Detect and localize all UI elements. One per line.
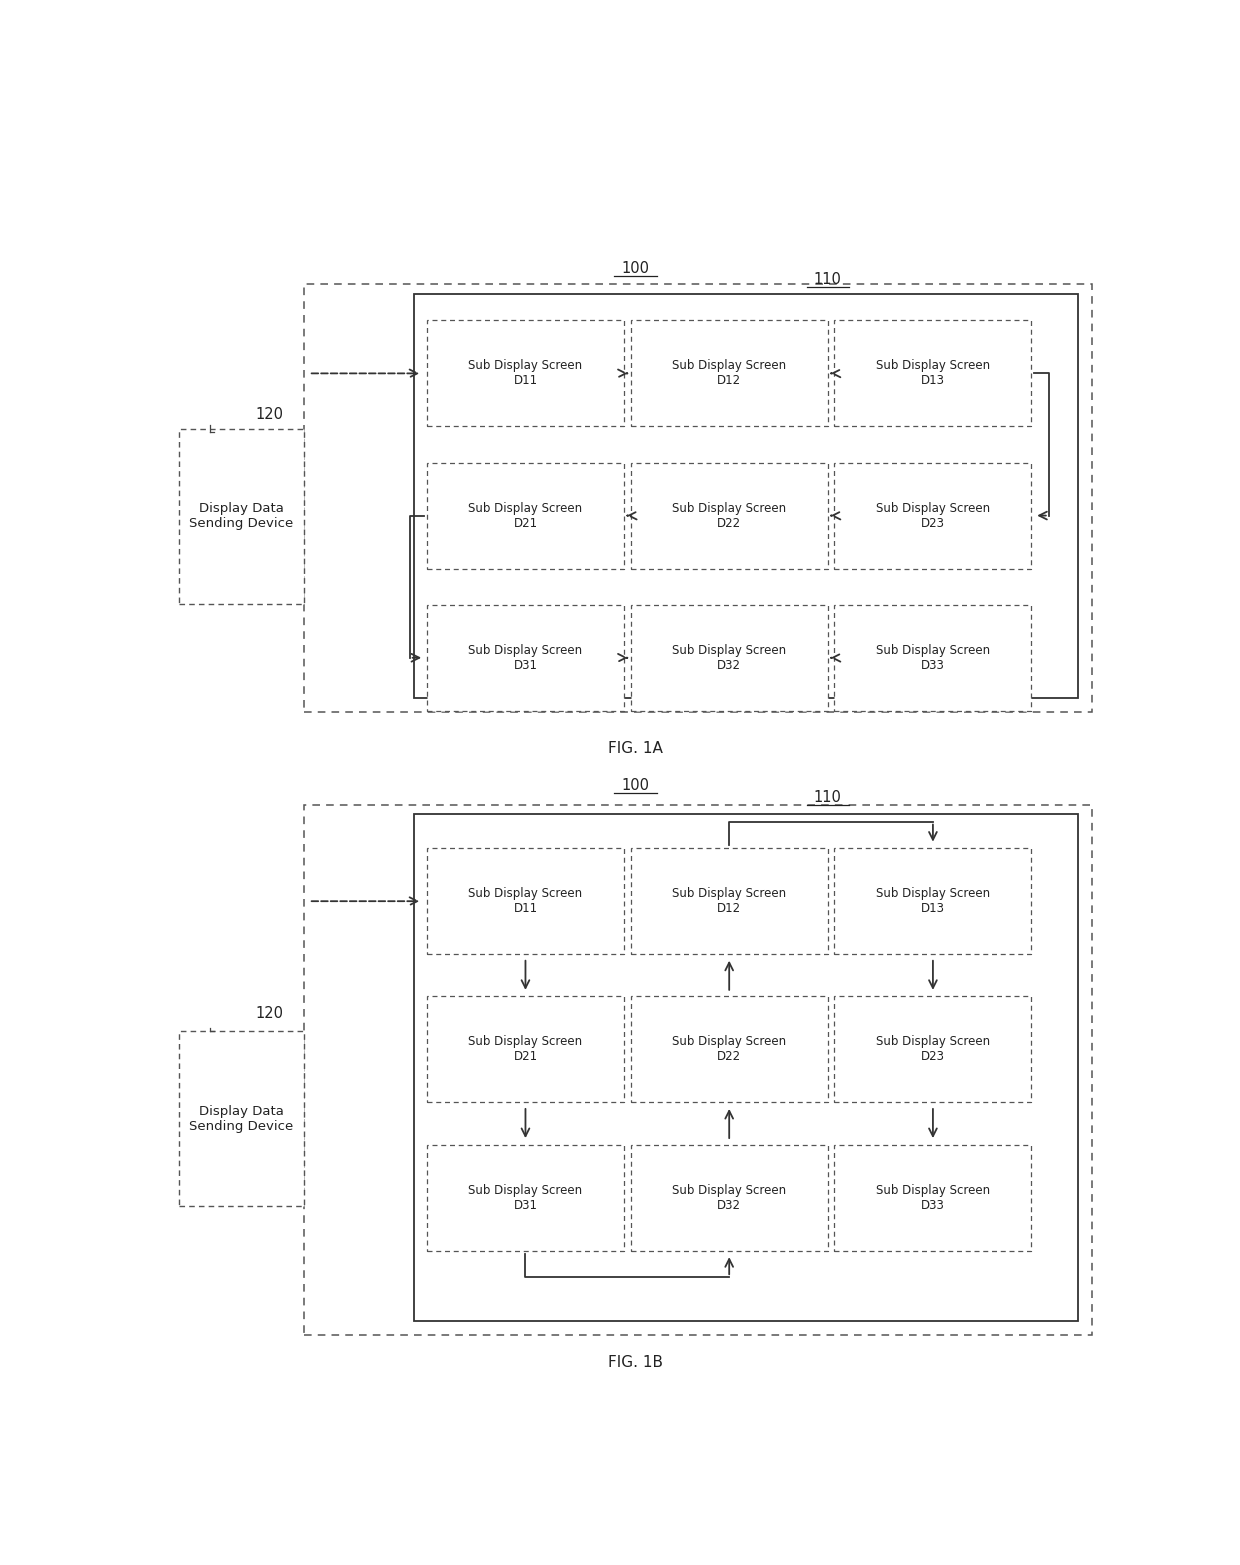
Text: Sub Display Screen
D13: Sub Display Screen D13 — [875, 887, 990, 916]
Bar — [631, 604, 828, 711]
Bar — [631, 848, 828, 955]
Text: 120: 120 — [255, 1006, 284, 1020]
Text: 100: 100 — [621, 778, 650, 793]
Text: Sub Display Screen
D33: Sub Display Screen D33 — [875, 1183, 990, 1211]
Text: FIG. 1A: FIG. 1A — [608, 740, 663, 756]
Text: Sub Display Screen
D23: Sub Display Screen D23 — [875, 501, 990, 529]
Text: Sub Display Screen
D12: Sub Display Screen D12 — [672, 360, 786, 388]
Bar — [179, 1031, 304, 1207]
Text: Sub Display Screen
D32: Sub Display Screen D32 — [672, 1183, 786, 1211]
Bar — [427, 604, 624, 711]
Bar — [427, 1144, 624, 1250]
Bar — [304, 285, 1092, 712]
Bar — [835, 1144, 1032, 1250]
Bar — [631, 463, 828, 568]
Text: Sub Display Screen
D31: Sub Display Screen D31 — [469, 1183, 583, 1211]
Bar — [414, 294, 1078, 698]
Bar — [835, 604, 1032, 711]
Text: Display Data
Sending Device: Display Data Sending Device — [190, 502, 294, 531]
Text: Sub Display Screen
D22: Sub Display Screen D22 — [672, 1036, 786, 1063]
Text: Sub Display Screen
D23: Sub Display Screen D23 — [875, 1036, 990, 1063]
Text: Sub Display Screen
D22: Sub Display Screen D22 — [672, 501, 786, 529]
Bar — [427, 848, 624, 955]
Bar — [179, 429, 304, 604]
Text: Sub Display Screen
D12: Sub Display Screen D12 — [672, 887, 786, 916]
Text: Sub Display Screen
D13: Sub Display Screen D13 — [875, 360, 990, 388]
Text: 110: 110 — [813, 272, 842, 286]
Bar — [427, 997, 624, 1102]
Bar — [631, 1144, 828, 1250]
Text: 110: 110 — [813, 790, 842, 804]
Bar — [427, 321, 624, 426]
Text: Sub Display Screen
D32: Sub Display Screen D32 — [672, 643, 786, 671]
Text: Sub Display Screen
D11: Sub Display Screen D11 — [469, 360, 583, 388]
Text: Sub Display Screen
D11: Sub Display Screen D11 — [469, 887, 583, 916]
Bar — [835, 321, 1032, 426]
Bar — [631, 997, 828, 1102]
Bar — [414, 814, 1078, 1321]
Bar — [835, 463, 1032, 568]
Bar — [304, 804, 1092, 1335]
Text: 120: 120 — [255, 407, 284, 423]
Bar — [835, 848, 1032, 955]
Bar — [427, 463, 624, 568]
Text: Sub Display Screen
D21: Sub Display Screen D21 — [469, 501, 583, 529]
Text: Sub Display Screen
D21: Sub Display Screen D21 — [469, 1036, 583, 1063]
Text: Sub Display Screen
D33: Sub Display Screen D33 — [875, 643, 990, 671]
Bar — [631, 321, 828, 426]
Text: FIG. 1B: FIG. 1B — [608, 1355, 663, 1371]
Text: Display Data
Sending Device: Display Data Sending Device — [190, 1105, 294, 1133]
Text: 100: 100 — [621, 261, 650, 275]
Bar — [835, 997, 1032, 1102]
Text: Sub Display Screen
D31: Sub Display Screen D31 — [469, 643, 583, 671]
